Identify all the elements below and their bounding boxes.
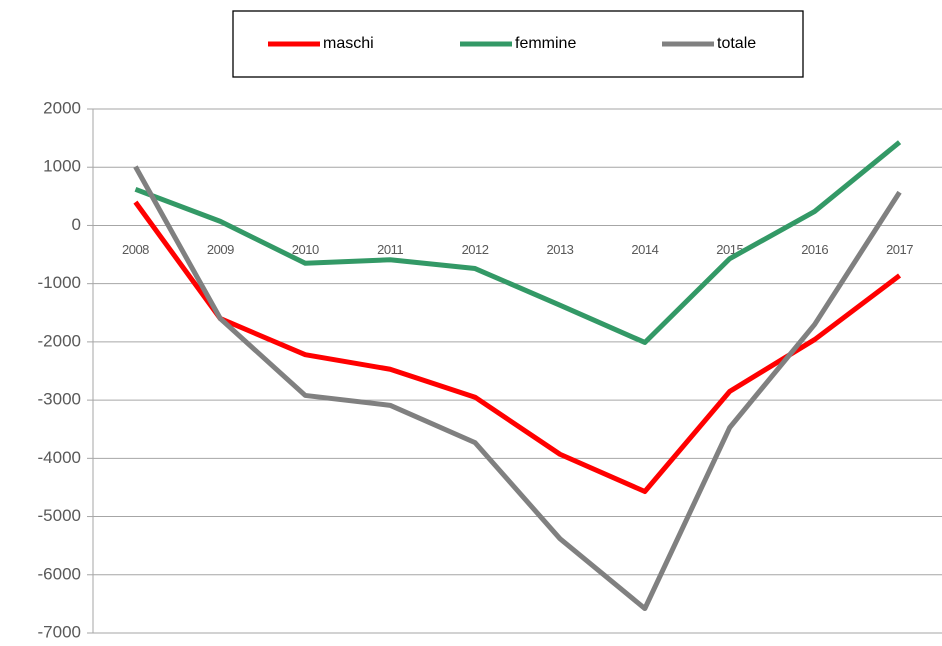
x-tick-label: 2009 bbox=[207, 242, 234, 257]
x-tick-label: 2011 bbox=[377, 242, 403, 257]
x-tick-label: 2014 bbox=[631, 242, 658, 257]
x-tick-label: 2010 bbox=[292, 242, 319, 257]
y-tick-label: -7000 bbox=[38, 622, 81, 641]
series-line bbox=[133, 165, 902, 612]
y-tick-label: -6000 bbox=[38, 564, 81, 583]
x-tick-label: 2016 bbox=[801, 242, 828, 257]
y-tick-label: -4000 bbox=[38, 448, 81, 467]
x-tick-label: 2012 bbox=[462, 242, 489, 257]
x-tick-label: 2008 bbox=[122, 242, 149, 257]
y-tick-label: -5000 bbox=[38, 506, 81, 525]
series-line bbox=[134, 140, 902, 345]
legend-label: femmine bbox=[515, 35, 576, 52]
legend-label: maschi bbox=[323, 35, 374, 52]
y-tick-label: 0 bbox=[72, 215, 81, 234]
x-tick-label: 2013 bbox=[546, 242, 573, 257]
y-tick-label: -2000 bbox=[38, 331, 81, 350]
legend-label: totale bbox=[717, 35, 756, 52]
x-tick-label: 2017 bbox=[886, 242, 913, 257]
y-tick-label: -1000 bbox=[38, 273, 81, 292]
y-tick-label: 2000 bbox=[43, 98, 81, 117]
series-line bbox=[133, 200, 902, 495]
y-tick-label: -3000 bbox=[38, 390, 81, 409]
y-tick-label: 1000 bbox=[43, 157, 81, 176]
